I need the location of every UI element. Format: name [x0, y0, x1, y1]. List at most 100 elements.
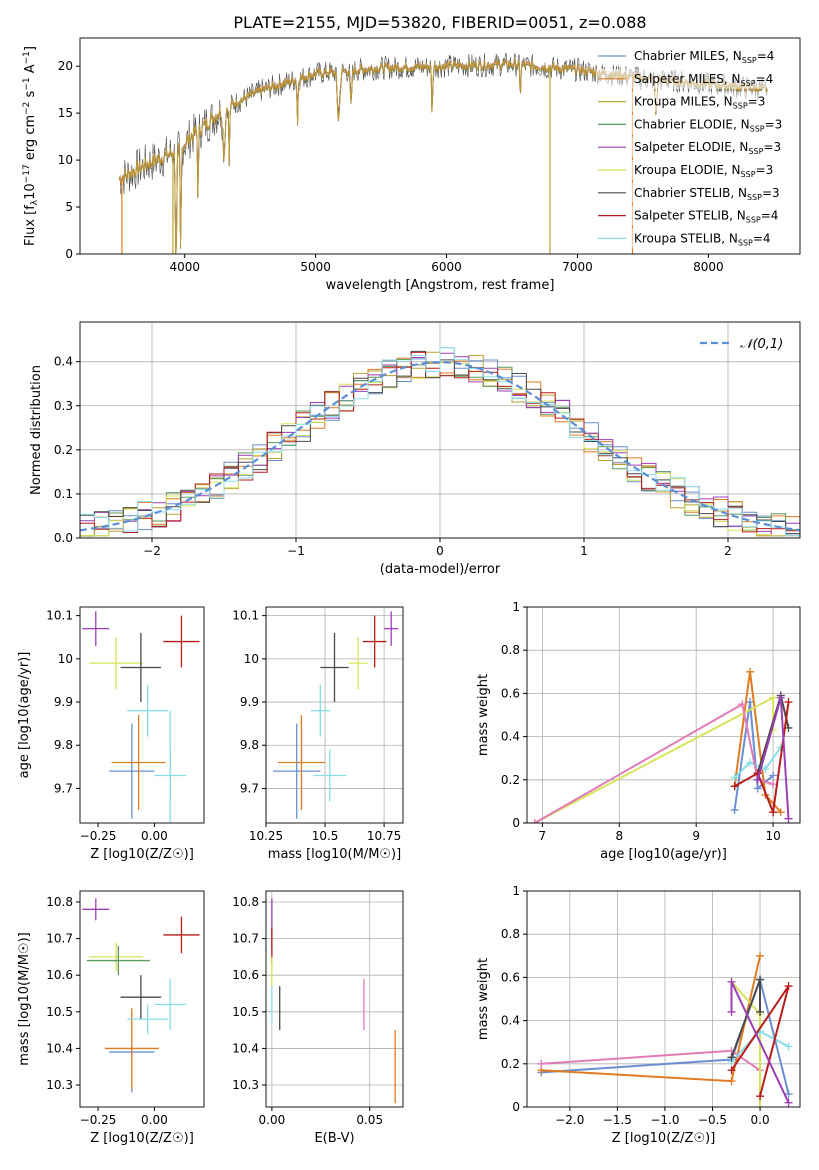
weight-marker [756, 975, 765, 984]
weight-marker [730, 806, 739, 815]
x-tick-label: −1.5 [603, 1113, 632, 1127]
legend-name: Kroupa ELODIE, N [634, 163, 741, 177]
legend-entry: Salpeter STELIB, NSSP=4 [634, 209, 778, 225]
weight-marker [727, 1053, 736, 1062]
weight-marker [753, 784, 762, 793]
legend-value: =4 [757, 49, 775, 63]
axes-frame [79, 890, 205, 1108]
legend-bg [596, 68, 796, 89]
y-tick-label: 10.3 [232, 1078, 259, 1092]
x-tick-label: −0.5 [698, 1113, 727, 1127]
y-label-part: s [23, 90, 38, 101]
legend-name: Kroupa MILES, N [634, 95, 733, 109]
axes-frame [265, 890, 404, 1108]
weight-marker [730, 782, 739, 791]
y-label-part: erg cm [23, 115, 38, 164]
weight-marker [738, 700, 747, 709]
weight-marker [746, 698, 755, 707]
legend-sub: SSP [742, 56, 757, 65]
axes-frame [526, 890, 801, 1108]
y-tick-label: 0.1 [54, 487, 73, 501]
y-label-part: Flux [f [23, 205, 38, 246]
x-tick-label: 0.05 [356, 1113, 383, 1127]
plot-area [80, 607, 204, 823]
y-tick-label: 10.4 [232, 1041, 259, 1055]
legend-bg [596, 182, 796, 203]
legend-bg [596, 46, 796, 66]
weight-marker [746, 667, 755, 676]
x-axis-label: wavelength [Angstrom, rest frame] [326, 278, 555, 293]
plot-content [80, 347, 800, 537]
plot-area [80, 891, 204, 1107]
panel-spectrum: 4000 5000 6000 7000 8000 0 5 10 15 20 wavelength [… [22, 37, 801, 293]
legend-bg [596, 160, 796, 180]
y-tick-label: 15 [58, 106, 73, 120]
y-axis-label: mass weight [476, 958, 491, 1040]
y-tick-label: 0.6 [501, 686, 520, 700]
y-tick-label: 9.8 [54, 738, 73, 752]
weight-marker [784, 1098, 793, 1107]
weight-marker [756, 1103, 765, 1107]
y-tick-label: 0.4 [501, 730, 520, 744]
legend-name: Chabrier MILES, N [634, 49, 742, 63]
legend-sub: SSP [746, 216, 761, 225]
x-axis-label: Z [log10(Z/Z☉)] [90, 847, 194, 862]
legend-value: =3 [763, 140, 781, 154]
y-axis-label: mass weight [476, 674, 491, 756]
plot-content [82, 898, 200, 1093]
weight-marker [727, 977, 736, 986]
weight-marker [756, 951, 765, 960]
legend-name: Kroupa STELIB, N [634, 231, 738, 245]
x-tick-label: 8000 [693, 260, 724, 274]
y-tick-label: 0.2 [54, 443, 73, 457]
y-tick-label: 0.2 [501, 773, 520, 787]
y-tick-label: 10.1 [232, 609, 259, 623]
weight-marker [769, 771, 778, 780]
legend-sub: SSP [748, 147, 763, 156]
x-tick-label: 2 [724, 544, 732, 558]
x-tick-label: 0.0 [751, 1113, 770, 1127]
panel-residual: −2 −1 0 1 2 0.0 0.1 0.2 0.3 0.4 (data-model)/error… [29, 321, 801, 577]
weight-marker [784, 698, 793, 707]
y-label-part: −2 [22, 102, 32, 115]
plot-content [530, 667, 793, 823]
weight-line [733, 746, 782, 779]
y-label-part: ] [23, 46, 38, 51]
legend-name: Chabrier ELODIE, N [634, 117, 750, 131]
legend-entry: Chabrier MILES, NSSP=4 [634, 49, 774, 65]
y-tick-label: 0.6 [501, 970, 520, 984]
legend-value: =3 [748, 95, 766, 109]
y-axis-label: mass [log10(M/M☉)] [17, 932, 32, 1065]
plot-content [537, 951, 793, 1107]
y-tick-label: 9.8 [240, 738, 259, 752]
legend-bg [596, 228, 796, 249]
legend-value: =4 [756, 72, 774, 86]
legend-sub: SSP [738, 238, 753, 247]
y-tick-label: 10.5 [46, 1005, 73, 1019]
y-tick-label: 0.8 [501, 643, 520, 657]
legend-name: Chabrier STELIB, N [634, 186, 747, 200]
legend-bg [596, 91, 796, 112]
weight-marker [769, 780, 778, 789]
axes-frame [265, 606, 404, 824]
weight-marker [756, 1092, 765, 1101]
figure-title: PLATE=2155, MJD=53820, FIBERID=0051, z=0… [233, 13, 646, 32]
legend-entry: Salpeter ELODIE, NSSP=3 [634, 140, 781, 156]
legend-entry: Kroupa STELIB, NSSP=4 [634, 231, 771, 247]
legend-entry: Chabrier STELIB, NSSP=3 [634, 186, 780, 202]
legend-name: Salpeter STELIB, N [634, 209, 746, 223]
x-axis-label: age [log10(age/yr)] [600, 847, 727, 862]
x-tick-label: 10 [765, 829, 780, 843]
weight-marker [537, 1059, 546, 1068]
x-tick-label: −0.25 [80, 1113, 117, 1127]
y-tick-label: 1 [512, 884, 520, 898]
y-tick-label: 9.7 [54, 781, 73, 795]
x-tick-label: 0.00 [141, 1113, 168, 1127]
y-tick-label: 0.4 [54, 355, 73, 369]
y-tick-label: 9.7 [240, 781, 259, 795]
x-tick-label: −2.0 [555, 1113, 584, 1127]
legend-value: =3 [756, 163, 774, 177]
y-tick-label: 5 [65, 200, 73, 214]
y-tick-label: 0.3 [54, 399, 73, 413]
x-axis-label: (data-model)/error [380, 562, 501, 577]
